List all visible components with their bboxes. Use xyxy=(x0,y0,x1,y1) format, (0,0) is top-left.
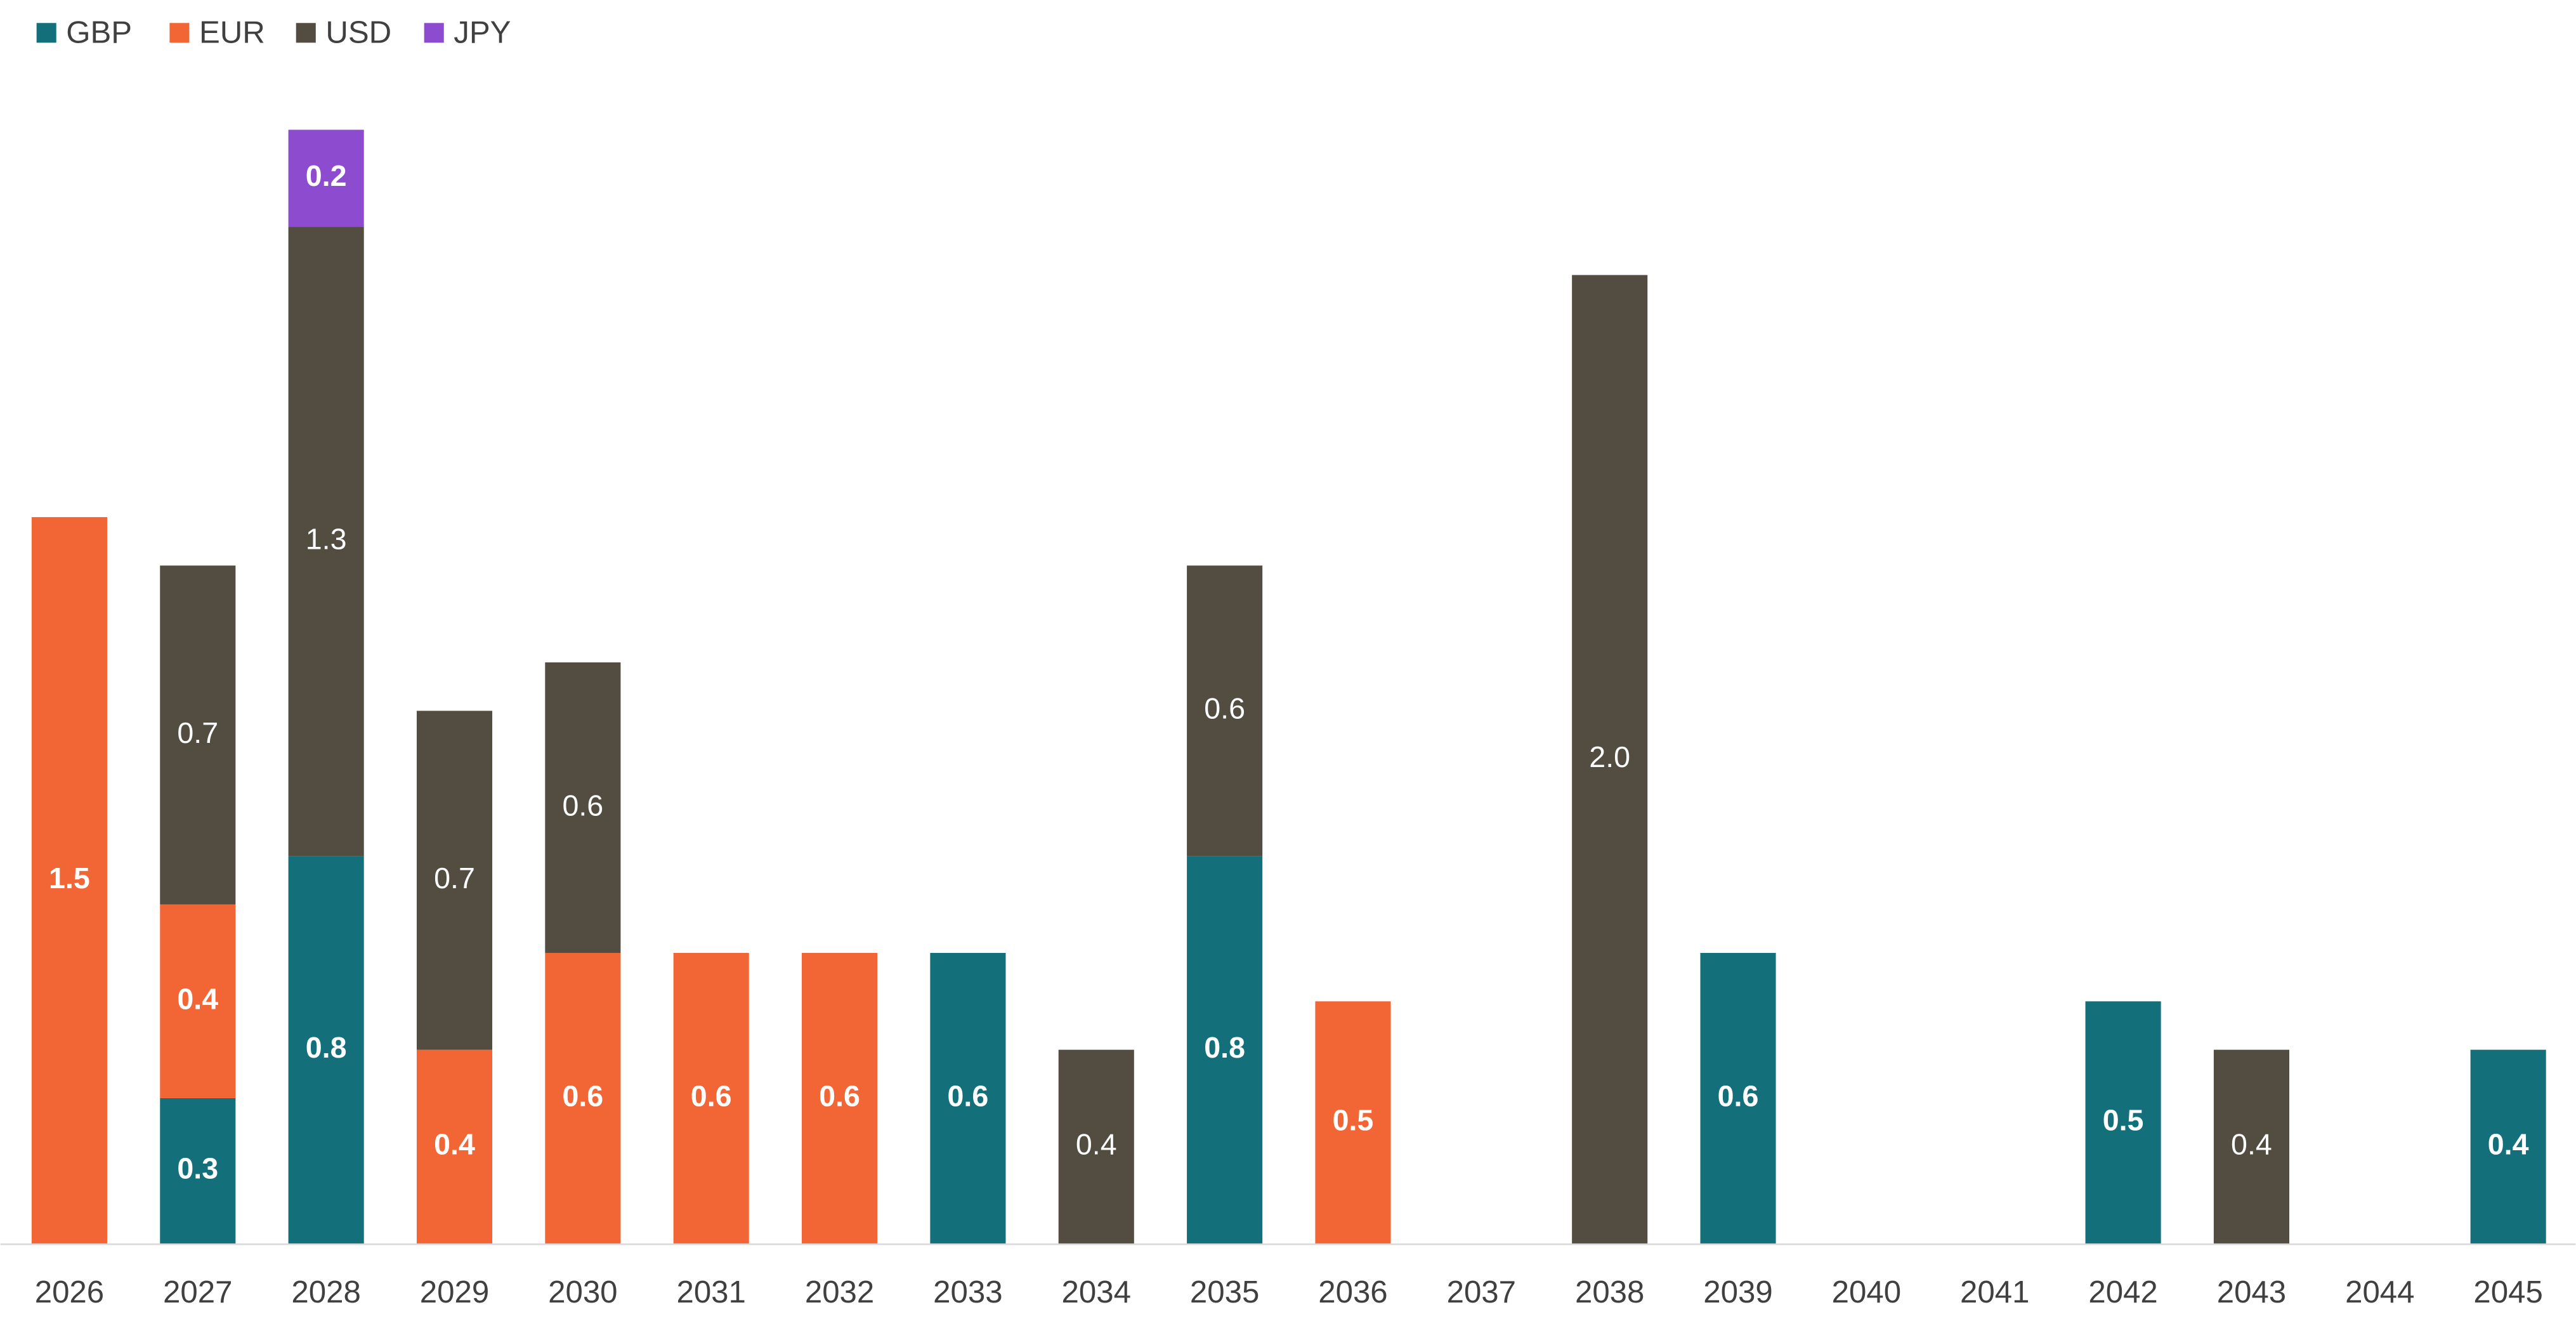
bar-segment xyxy=(1187,856,1263,1244)
data-label: 0.6 xyxy=(562,789,603,822)
x-tick-label: 2039 xyxy=(1703,1275,1772,1309)
data-label: 0.7 xyxy=(434,862,475,895)
legend-label: GBP xyxy=(66,15,132,49)
data-label: 0.4 xyxy=(434,1128,475,1161)
x-tick-label: 2037 xyxy=(1447,1275,1516,1309)
bar-segment xyxy=(1315,1001,1391,1244)
data-label: 0.5 xyxy=(1333,1103,1374,1136)
x-tick-label: 2030 xyxy=(548,1275,617,1309)
x-tick-label: 2042 xyxy=(2088,1275,2157,1309)
x-tick-label: 2038 xyxy=(1575,1275,1644,1309)
data-label: 0.4 xyxy=(177,983,218,1016)
x-tick-label: 2029 xyxy=(420,1275,489,1309)
legend-label: USD xyxy=(325,15,391,49)
data-label: 0.7 xyxy=(177,716,218,749)
data-label: 1.3 xyxy=(306,523,347,556)
bar-segment xyxy=(930,952,1006,1244)
x-tick-label: 2035 xyxy=(1190,1275,1259,1309)
x-tick-label: 2026 xyxy=(35,1275,104,1309)
x-tick-label: 2033 xyxy=(933,1275,1002,1309)
bar-segment xyxy=(160,565,236,905)
data-label: 0.8 xyxy=(1204,1031,1245,1064)
legend-swatch xyxy=(36,23,56,43)
bar-segment xyxy=(1572,275,1648,1244)
bar-segment xyxy=(802,952,878,1244)
legend-label: EUR xyxy=(199,15,265,49)
x-tick-label: 2031 xyxy=(676,1275,745,1309)
x-tick-label: 2041 xyxy=(1960,1275,2029,1309)
data-label: 0.5 xyxy=(2103,1103,2144,1136)
x-tick-label: 2044 xyxy=(2345,1275,2414,1309)
bar-segment xyxy=(2470,1049,2546,1244)
legend-swatch xyxy=(296,23,316,43)
bar-segment xyxy=(288,856,364,1244)
bar-segment xyxy=(416,1049,493,1244)
x-tick-label: 2043 xyxy=(2217,1275,2286,1309)
data-label: 0.4 xyxy=(2231,1128,2272,1161)
bar-segment xyxy=(416,711,493,1050)
x-tick-label: 2028 xyxy=(291,1275,360,1309)
x-tick-label: 2045 xyxy=(2473,1275,2542,1309)
data-label: 1.5 xyxy=(49,862,90,895)
bar-segment xyxy=(288,129,364,227)
data-label: 0.8 xyxy=(306,1031,347,1064)
data-label: 0.6 xyxy=(1204,692,1245,725)
data-label: 0.4 xyxy=(1076,1128,1117,1161)
x-tick-label: 2027 xyxy=(163,1275,232,1309)
data-label: 0.6 xyxy=(948,1079,989,1112)
data-label: 2.0 xyxy=(1589,740,1630,773)
x-tick-label: 2036 xyxy=(1318,1275,1387,1309)
bar-segment xyxy=(673,952,749,1244)
bar-segment xyxy=(288,226,364,856)
bar-segment xyxy=(545,662,621,953)
data-label: 0.6 xyxy=(1718,1079,1759,1112)
legend-label: JPY xyxy=(454,15,511,49)
bar-segment xyxy=(31,517,107,1244)
x-tick-label: 2032 xyxy=(805,1275,874,1309)
x-tick-label: 2034 xyxy=(1062,1275,1131,1309)
bar-segment xyxy=(545,952,621,1244)
data-label: 0.4 xyxy=(2488,1128,2529,1161)
data-label: 0.6 xyxy=(819,1079,860,1112)
legend-swatch xyxy=(424,23,444,43)
bar-segment xyxy=(1700,952,1776,1244)
bar-segment xyxy=(1187,565,1263,856)
bar-segment xyxy=(160,904,236,1098)
legend-swatch xyxy=(169,23,190,43)
x-tick-label: 2040 xyxy=(1832,1275,1901,1309)
data-label: 0.6 xyxy=(562,1079,603,1112)
bar-segment xyxy=(2213,1049,2289,1244)
data-label: 0.2 xyxy=(306,159,347,192)
bar-segment xyxy=(160,1098,236,1244)
data-label: 0.3 xyxy=(177,1152,218,1185)
bar-segment xyxy=(1058,1049,1134,1244)
data-label: 0.6 xyxy=(691,1079,732,1112)
bar-segment xyxy=(2085,1001,2161,1244)
